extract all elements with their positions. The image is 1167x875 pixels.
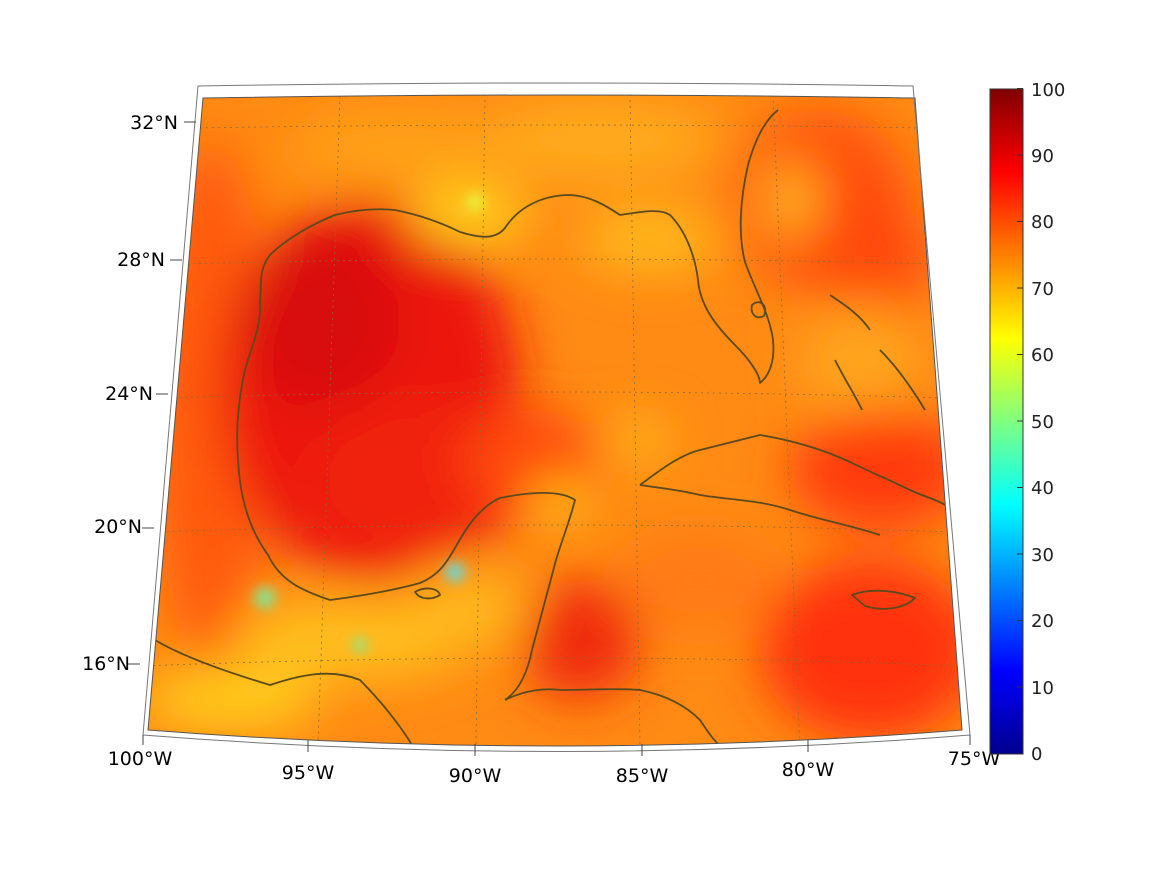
colorbar-label: 30 <box>1031 545 1054 566</box>
colorbar-label: 10 <box>1031 678 1054 699</box>
field-spots <box>254 193 484 653</box>
lon-tick-label: 75°W <box>948 748 1001 770</box>
coastlines <box>154 109 946 746</box>
lat-tick-label: 24°N <box>105 383 153 405</box>
jamaica-coast <box>851 589 916 610</box>
lat-tick-label: 32°N <box>130 112 178 134</box>
colorbar-label: 20 <box>1031 611 1054 632</box>
colorbar: 100 90 80 70 60 50 40 30 20 10 0 <box>989 80 1065 765</box>
lat-tick-label: 20°N <box>94 516 142 538</box>
lat-tick-label: 16°N <box>82 653 130 675</box>
colorbar-label: 100 <box>1031 80 1065 101</box>
colorbar-label: 60 <box>1031 345 1054 366</box>
lon-tick-label: 85°W <box>616 765 669 787</box>
yucatan-lake <box>414 587 441 600</box>
colorbar-label: 90 <box>1031 146 1054 167</box>
graticule <box>148 95 962 746</box>
data-field <box>148 95 962 746</box>
florida-lake <box>750 301 766 319</box>
colorbar-ticks <box>1017 88 1023 688</box>
gulf-coast <box>154 109 779 746</box>
colorbar-label: 80 <box>1031 212 1054 233</box>
lon-tick-label: 80°W <box>782 759 835 781</box>
lat-labels: 32°N 28°N 24°N 20°N 16°N <box>82 112 178 675</box>
bahamas-coast <box>829 294 926 411</box>
colorbar-label: 70 <box>1031 279 1054 300</box>
colorbar-label: 40 <box>1031 478 1054 499</box>
colorbar-label: 50 <box>1031 412 1054 433</box>
lon-tick-label: 95°W <box>282 762 335 784</box>
colorbar-label: 0 <box>1031 744 1042 765</box>
map-frame <box>142 82 971 752</box>
tick-marks <box>128 121 971 756</box>
lon-tick-label: 90°W <box>449 765 502 787</box>
lat-tick-label: 28°N <box>117 249 165 271</box>
lon-labels: 100°W 95°W 90°W 85°W 80°W 75°W <box>108 748 1001 787</box>
field-blobs <box>148 100 962 740</box>
cuba-coast <box>639 434 946 536</box>
lon-tick-label: 100°W <box>108 748 173 770</box>
